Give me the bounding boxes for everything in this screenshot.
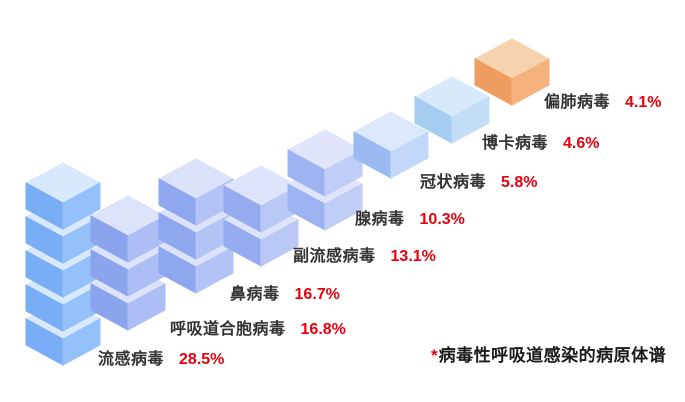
cube-stack-5 xyxy=(352,111,430,179)
cube-stack-4 xyxy=(286,129,364,231)
virus-percentage: 4.6% xyxy=(563,135,600,152)
virus-label-6: 博卡病毒 4.6% xyxy=(482,136,599,152)
virus-percentage: 16.8% xyxy=(300,321,346,338)
virus-percentage: 4.1% xyxy=(625,94,662,111)
virus-name: 冠状病毒 xyxy=(420,174,487,191)
virus-name: 鼻病毒 xyxy=(230,286,280,303)
footnote-asterisk: * xyxy=(431,346,438,365)
virus-name: 博卡病毒 xyxy=(482,135,549,152)
virus-label-1: 呼吸道合胞病毒 16.8% xyxy=(170,322,346,338)
virus-label-5: 冠状病毒 5.8% xyxy=(420,175,537,191)
cube-stack-1 xyxy=(89,195,167,331)
cube-right-face xyxy=(62,182,101,230)
cube-stack-6 xyxy=(413,76,491,144)
cube-right-face xyxy=(195,246,234,294)
cube-right-face xyxy=(390,131,429,179)
cube-stack-3 xyxy=(222,165,300,267)
virus-percentage: 5.8% xyxy=(501,174,538,191)
virus-label-0: 流感病毒 28.5% xyxy=(98,352,224,368)
cube-right-face xyxy=(127,283,166,331)
chart-footnote: *病毒性呼吸道感染的病原体谱 xyxy=(431,347,666,364)
virus-label-3: 副流感病毒 13.1% xyxy=(293,249,436,265)
virus-label-7: 偏肺病毒 4.1% xyxy=(544,95,661,111)
virus-percentage: 13.1% xyxy=(390,248,436,265)
virus-name: 流感病毒 xyxy=(98,351,165,368)
cube-stack-0 xyxy=(24,162,102,366)
virus-percentage: 16.7% xyxy=(294,286,340,303)
virus-percentage: 28.5% xyxy=(179,351,225,368)
virus-label-2: 鼻病毒 16.7% xyxy=(230,287,340,303)
virus-name: 副流感病毒 xyxy=(293,248,376,265)
cube-right-face xyxy=(451,96,490,144)
cube-stack-7 xyxy=(473,38,551,106)
cube-stack-2 xyxy=(157,158,235,294)
virus-name: 腺病毒 xyxy=(355,211,405,228)
virus-name: 偏肺病毒 xyxy=(544,94,611,111)
cube-right-face xyxy=(62,318,101,366)
virus-label-4: 腺病毒 10.3% xyxy=(355,212,465,228)
footnote-text: 病毒性呼吸道感染的病原体谱 xyxy=(438,346,667,365)
cube-right-face xyxy=(260,219,299,267)
cube-right-face xyxy=(324,149,363,197)
cube-right-face xyxy=(324,183,363,231)
virus-percentage: 10.3% xyxy=(419,211,465,228)
virus-name: 呼吸道合胞病毒 xyxy=(170,321,286,338)
cube-right-face xyxy=(511,58,550,106)
